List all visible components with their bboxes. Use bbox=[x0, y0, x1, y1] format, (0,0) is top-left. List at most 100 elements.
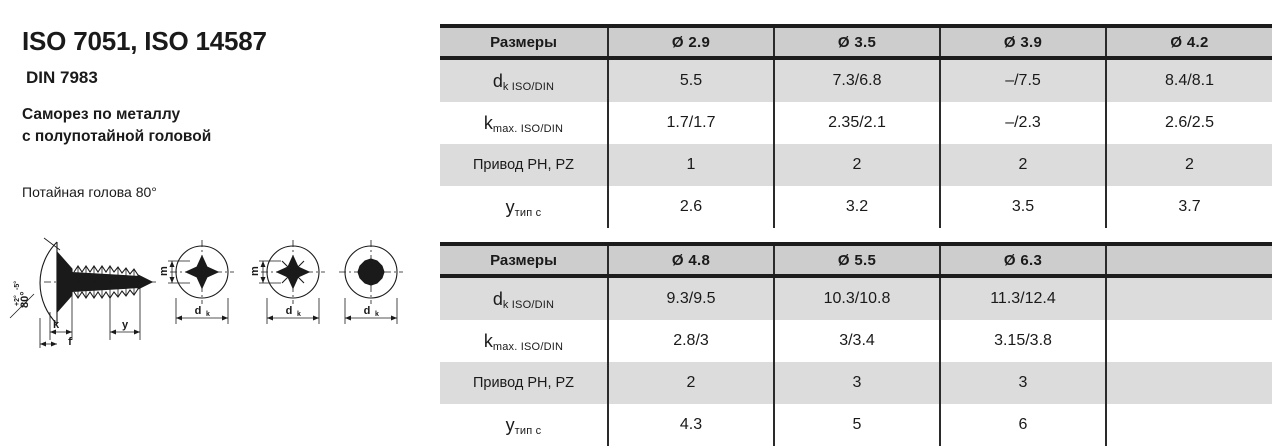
table1-header-col1: Ø 2.9 bbox=[607, 24, 774, 60]
table1-header-col4: Ø 4.2 bbox=[1105, 24, 1272, 60]
table1-r1-c0: 1.7/1.7 bbox=[607, 102, 774, 144]
table2-r1-c0: 2.8/3 bbox=[607, 320, 774, 362]
dim-dk-subscript-pozidriv: k bbox=[297, 311, 301, 318]
table1-r2-c3: 2 bbox=[1105, 144, 1272, 186]
table2-r0-c3 bbox=[1105, 276, 1272, 320]
page-title: ISO 7051, ISO 14587 bbox=[22, 26, 267, 56]
row-label-sub: тип с bbox=[514, 206, 542, 219]
technical-drawing: 80° +2° -5° k f y bbox=[9, 237, 403, 348]
row-label-main: k bbox=[483, 330, 493, 351]
table1-header-col2: Ø 3.5 bbox=[773, 24, 940, 60]
table1-r3-c3: 3.7 bbox=[1105, 186, 1272, 228]
table1-header-col3: Ø 3.9 bbox=[939, 24, 1106, 60]
dimensions-table-small: Размеры Ø 2.9 Ø 3.5 Ø 3.9 Ø 4.2 dk ISO/D… bbox=[440, 24, 1272, 228]
angle-tolerance-lower: -5° bbox=[13, 281, 21, 290]
table1-r0-c3: 8.4/8.1 bbox=[1105, 58, 1272, 102]
row-label-cell: yтип с bbox=[440, 186, 608, 228]
table1-r0-c0: 5.5 bbox=[607, 58, 774, 102]
table-row: kmax. ISO/DIN 2.8/3 3/3.4 3.15/3.8 bbox=[440, 320, 1272, 362]
table2-r3-c3 bbox=[1105, 404, 1272, 446]
din-standard-label: DIN 7983 bbox=[26, 68, 98, 87]
table2-r3-c2: 6 bbox=[939, 404, 1106, 446]
product-description-line1: Саморез по металлу bbox=[22, 106, 181, 123]
table1-r3-c1: 3.2 bbox=[773, 186, 940, 228]
row-label-main: Привод PH, PZ bbox=[472, 157, 575, 173]
table2-r3-c1: 5 bbox=[773, 404, 940, 446]
product-description: Саморез по металлу с полупотайной голово… bbox=[22, 104, 211, 148]
angle-label: 80° bbox=[19, 291, 31, 308]
table2-r1-c3 bbox=[1105, 320, 1272, 362]
dim-dk-label-torx: d bbox=[364, 305, 371, 317]
dim-m-label-phillips: m bbox=[158, 266, 170, 276]
dim-dk-subscript-torx: k bbox=[375, 311, 379, 318]
table2-r2-c1: 3 bbox=[773, 362, 940, 404]
dim-y-label: y bbox=[122, 319, 129, 331]
table1-r2-c0: 1 bbox=[607, 144, 774, 186]
table-row: yтип с 4.3 5 6 bbox=[440, 404, 1272, 446]
table-row: dk ISO/DIN 5.5 7.3/6.8 –/7.5 8.4/8.1 bbox=[440, 58, 1272, 102]
table2-r2-c0: 2 bbox=[607, 362, 774, 404]
row-label-cell: dk ISO/DIN bbox=[440, 276, 608, 320]
dim-m-label-pozidriv: m bbox=[249, 266, 261, 276]
table-header-row: Размеры Ø 2.9 Ø 3.5 Ø 3.9 Ø 4.2 bbox=[440, 24, 1272, 60]
table2-header-col2: Ø 5.5 bbox=[773, 242, 940, 278]
row-label-main: y bbox=[505, 414, 515, 435]
row-label-sub: тип с bbox=[514, 424, 542, 437]
head-type-note: Потайная голова 80° bbox=[22, 184, 157, 200]
table-row: dk ISO/DIN 9.3/9.5 10.3/10.8 11.3/12.4 bbox=[440, 276, 1272, 320]
table2-header-label: Размеры bbox=[440, 242, 608, 278]
table2-r1-c2: 3.15/3.8 bbox=[939, 320, 1106, 362]
table1-header-label: Размеры bbox=[440, 24, 608, 60]
row-label-cell: kmax. ISO/DIN bbox=[440, 102, 608, 144]
row-label-sub: max. ISO/DIN bbox=[492, 122, 564, 135]
product-info-panel: ISO 7051, ISO 14587 DIN 7983 Саморез по … bbox=[0, 0, 430, 446]
row-label-cell: kmax. ISO/DIN bbox=[440, 320, 608, 362]
row-label-main: d bbox=[492, 70, 503, 91]
row-label-cell: Привод PH, PZ bbox=[440, 362, 608, 404]
table1-r0-c2: –/7.5 bbox=[939, 58, 1106, 102]
dim-dk-label-pozidriv: d bbox=[286, 305, 293, 317]
dim-dk-subscript-phillips: k bbox=[206, 311, 210, 318]
table-header-row: Размеры Ø 4.8 Ø 5.5 Ø 6.3 bbox=[440, 242, 1272, 278]
table1-r1-c1: 2.35/2.1 bbox=[773, 102, 940, 144]
table1-r0-c1: 7.3/6.8 bbox=[773, 58, 940, 102]
dim-f-label: f bbox=[68, 336, 72, 348]
table-row: yтип с 2.6 3.2 3.5 3.7 bbox=[440, 186, 1272, 228]
row-label-cell: dk ISO/DIN bbox=[440, 58, 608, 102]
table1-r2-c2: 2 bbox=[939, 144, 1106, 186]
table2-header-col1: Ø 4.8 bbox=[607, 242, 774, 278]
table1-r3-c2: 3.5 bbox=[939, 186, 1106, 228]
table1-r3-c0: 2.6 bbox=[607, 186, 774, 228]
dim-k-label: k bbox=[53, 319, 60, 331]
phillips-head-view: m d k bbox=[158, 240, 234, 324]
screw-side-profile-view: 80° +2° -5° k f y bbox=[9, 237, 158, 348]
product-description-line2: с полупотайной головой bbox=[22, 128, 212, 145]
table-row: Привод PH, PZ 1 2 2 2 bbox=[440, 144, 1272, 186]
row-label-main: Привод PH, PZ bbox=[472, 375, 575, 391]
row-label-sub: k ISO/DIN bbox=[502, 80, 555, 93]
table2-r2-c2: 3 bbox=[939, 362, 1106, 404]
row-label-main: d bbox=[492, 288, 503, 309]
table2-r2-c3 bbox=[1105, 362, 1272, 404]
table1-r2-c1: 2 bbox=[773, 144, 940, 186]
row-label-cell: Привод PH, PZ bbox=[440, 144, 608, 186]
table2-header-col3: Ø 6.3 bbox=[939, 242, 1106, 278]
row-label-main: y bbox=[505, 196, 515, 217]
dim-dk-label-phillips: d bbox=[195, 305, 202, 317]
row-label-main: k bbox=[483, 112, 493, 133]
torx-head-view: d k bbox=[339, 240, 403, 324]
table2-r3-c0: 4.3 bbox=[607, 404, 774, 446]
table2-r1-c1: 3/3.4 bbox=[773, 320, 940, 362]
row-label-cell: yтип с bbox=[440, 404, 608, 446]
pozidriv-head-view: m d k bbox=[249, 240, 325, 324]
table2-r0-c0: 9.3/9.5 bbox=[607, 276, 774, 320]
table2-r0-c1: 10.3/10.8 bbox=[773, 276, 940, 320]
table-row: Привод PH, PZ 2 3 3 bbox=[440, 362, 1272, 404]
row-label-sub: k ISO/DIN bbox=[502, 298, 555, 311]
table-row: kmax. ISO/DIN 1.7/1.7 2.35/2.1 –/2.3 2.6… bbox=[440, 102, 1272, 144]
dimensions-table-large: Размеры Ø 4.8 Ø 5.5 Ø 6.3 dk ISO/DIN 9.3… bbox=[440, 242, 1272, 446]
row-label-sub: max. ISO/DIN bbox=[492, 340, 564, 353]
table2-header-col4 bbox=[1105, 242, 1272, 278]
table2-r0-c2: 11.3/12.4 bbox=[939, 276, 1106, 320]
table1-r1-c2: –/2.3 bbox=[939, 102, 1106, 144]
